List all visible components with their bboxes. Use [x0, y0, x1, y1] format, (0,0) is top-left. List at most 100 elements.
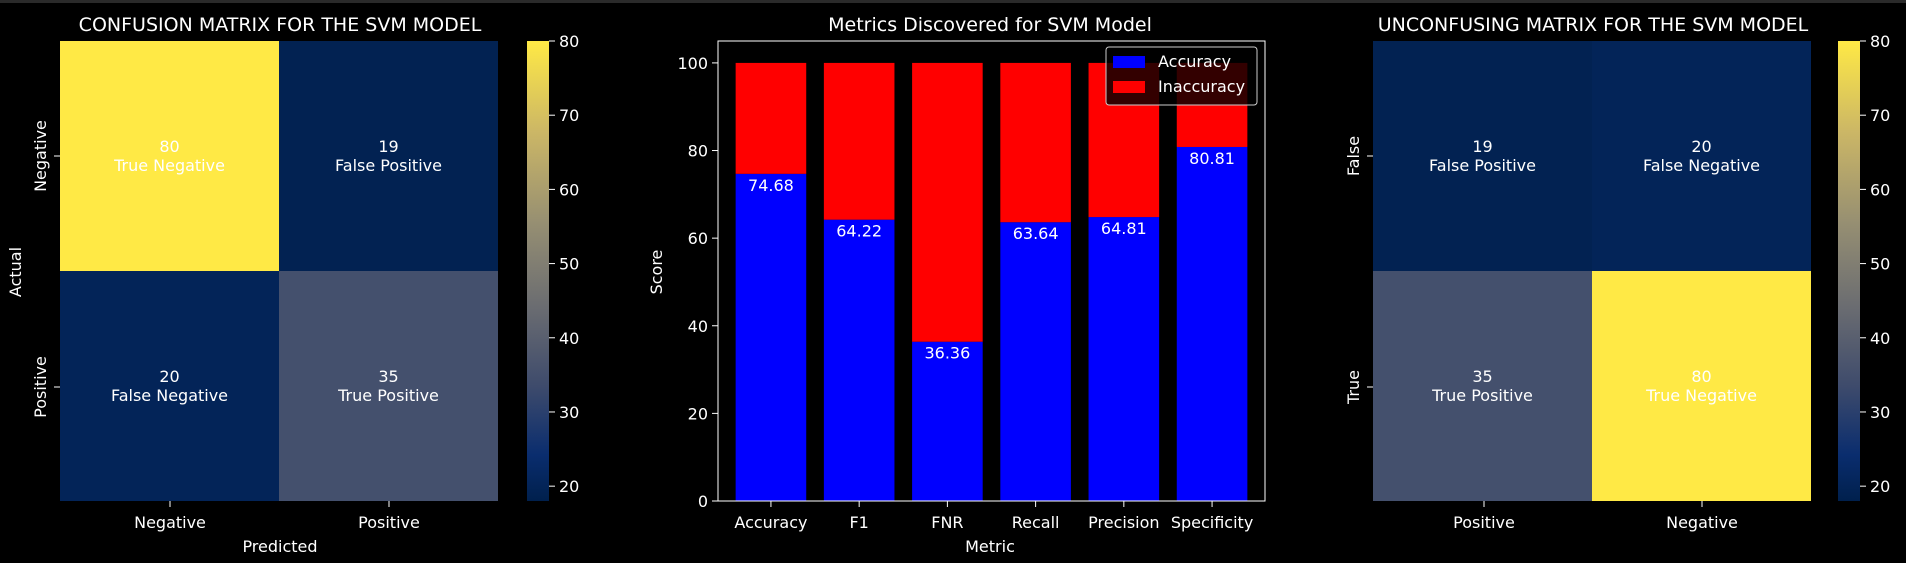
matrix-cell-value: 80: [1691, 367, 1711, 386]
accuracy-bar: [1000, 222, 1071, 501]
bar-data-label: 36.36: [924, 344, 970, 363]
legend-label-inaccuracy: Inaccuracy: [1158, 77, 1245, 96]
bar-data-label: 64.81: [1101, 219, 1147, 238]
matrix-cell-value: 35: [378, 367, 398, 386]
window-top-strip: [0, 0, 1906, 3]
bar-data-label: 80.81: [1189, 149, 1235, 168]
colorbar-tick-label: 50: [559, 255, 579, 274]
matrix-cell-value: 19: [1472, 137, 1492, 156]
unconfusing-matrix-panel: UNCONFUSING MATRIX FOR THE SVM MODEL 19F…: [1344, 14, 1890, 532]
confusion-matrix-ytick-positive: Positive: [31, 356, 50, 418]
y-tick-label: 80: [688, 142, 708, 161]
colorbar-gradient: [527, 41, 549, 501]
matrix-cell: [279, 271, 498, 501]
accuracy-bar: [735, 173, 807, 501]
colorbar-tick-label: 40: [559, 329, 579, 348]
matrix-cell: [1373, 41, 1592, 271]
matrix-cell-value: 80: [159, 137, 179, 156]
confusion-matrix-x-ticks: [169, 501, 390, 507]
colorbar-tick-label: 30: [1870, 403, 1890, 422]
x-tick-label: FNR: [931, 513, 963, 532]
matrix-cell: [1592, 271, 1811, 501]
y-tick-label: 40: [688, 317, 708, 336]
colorbar-tick-label: 80: [559, 32, 579, 51]
unconfusing-matrix-ytick-true: True: [1344, 370, 1363, 405]
colorbar-tick-label: 60: [559, 180, 579, 199]
confusion-matrix-xtick-negative: Negative: [134, 513, 206, 532]
matrix-cell-label: False Positive: [335, 156, 442, 175]
matrix-cell-value: 19: [378, 137, 398, 156]
x-tick-label: Accuracy: [734, 513, 807, 532]
confusion-matrix-y-ticks: [54, 155, 60, 388]
confusion-matrix-ylabel: Actual: [6, 247, 25, 297]
confusion-matrix-xtick-positive: Positive: [358, 513, 420, 532]
y-tick-label: 100: [677, 54, 708, 73]
metrics-ylabel: Score: [647, 250, 666, 295]
legend-label-accuracy: Accuracy: [1158, 52, 1231, 71]
confusion-matrix-xlabel: Predicted: [242, 537, 317, 556]
accuracy-bar: [823, 219, 895, 501]
metrics-plot-frame: [717, 40, 1266, 502]
matrix-cell-value: 35: [1472, 367, 1492, 386]
colorbar-ticks: 80 70 60 50 40 30 20: [549, 32, 579, 496]
metrics-chart-title: Metrics Discovered for SVM Model: [828, 14, 1152, 36]
matrix-cell: [60, 271, 279, 501]
x-tick-label: Precision: [1088, 513, 1159, 532]
y-tick-label: 60: [688, 229, 708, 248]
unconfusing-matrix-xtick-positive: Positive: [1453, 513, 1515, 532]
unconfusing-matrix-y-ticks: [1367, 155, 1373, 388]
colorbar-tick-label: 20: [1870, 477, 1890, 496]
matrix-cell-label: True Positive: [337, 386, 439, 405]
inaccuracy-bar: [735, 62, 807, 174]
inaccuracy-bar: [912, 62, 983, 342]
bar-data-label: 63.64: [1013, 224, 1059, 243]
confusion-matrix-colorbar: 80 70 60 50 40 30 20: [527, 32, 579, 501]
matrix-cell-label: False Positive: [1429, 156, 1536, 175]
matrix-cell-label: False Negative: [1643, 156, 1760, 175]
metrics-xlabel: Metric: [965, 537, 1015, 556]
legend-swatch-inaccuracy: [1113, 81, 1145, 93]
unconfusing-matrix-colorbar: 80 70 60 50 40 30 20: [1838, 32, 1890, 501]
colorbar-tick-label: 70: [559, 106, 579, 125]
matrix-cell-label: True Negative: [113, 156, 225, 175]
matrix-cell: [60, 41, 279, 271]
matrix-cell: [1592, 41, 1811, 271]
inaccuracy-bar: [823, 62, 895, 220]
accuracy-bar: [912, 341, 983, 501]
unconfusing-matrix-xtick-negative: Negative: [1666, 513, 1738, 532]
matrix-cell-label: True Negative: [1645, 386, 1757, 405]
matrix-cell-value: 20: [1691, 137, 1711, 156]
x-tick-label: Specificity: [1171, 513, 1253, 532]
confusion-matrix-ytick-negative: Negative: [31, 120, 50, 192]
matrix-cell-value: 20: [159, 367, 179, 386]
accuracy-bar: [1176, 146, 1248, 502]
unconfusing-matrix-ytick-false: False: [1344, 136, 1363, 176]
metrics-bar-panel: Metrics Discovered for SVM Model 0 20 40 60…: [647, 14, 1266, 556]
x-tick-label: F1: [849, 513, 868, 532]
colorbar-ticks: 80 70 60 50 40 30 20: [1860, 32, 1890, 496]
metrics-plot-area: 0 20 40 60 80 100 74.68 Accuracy 64.22 F1 36.36 FNR…: [677, 54, 1253, 532]
matrix-cell-label: True Positive: [1431, 386, 1533, 405]
colorbar-tick-label: 50: [1870, 255, 1890, 274]
unconfusing-matrix-title: UNCONFUSING MATRIX FOR THE SVM MODEL: [1378, 14, 1809, 36]
colorbar-tick-label: 70: [1870, 106, 1890, 125]
colorbar-gradient: [1838, 41, 1860, 501]
colorbar-tick-label: 80: [1870, 32, 1890, 51]
unconfusing-matrix-x-ticks: [1483, 501, 1703, 507]
colorbar-tick-label: 30: [559, 403, 579, 422]
matrix-cell: [279, 41, 498, 271]
inaccuracy-bar: [1000, 62, 1071, 223]
colorbar-tick-label: 40: [1870, 329, 1890, 348]
colorbar-tick-label: 60: [1870, 180, 1890, 199]
confusion-matrix-panel: CONFUSION MATRIX FOR THE SVM MODEL 80Tru…: [6, 14, 579, 556]
matrix-cell-label: False Negative: [111, 386, 228, 405]
y-tick-label: 20: [688, 404, 708, 423]
x-tick-label: Recall: [1012, 513, 1060, 532]
metrics-legend: Accuracy Inaccuracy: [1105, 46, 1258, 106]
matrix-cell: [1373, 271, 1592, 501]
bar-data-label: 64.22: [836, 222, 882, 241]
